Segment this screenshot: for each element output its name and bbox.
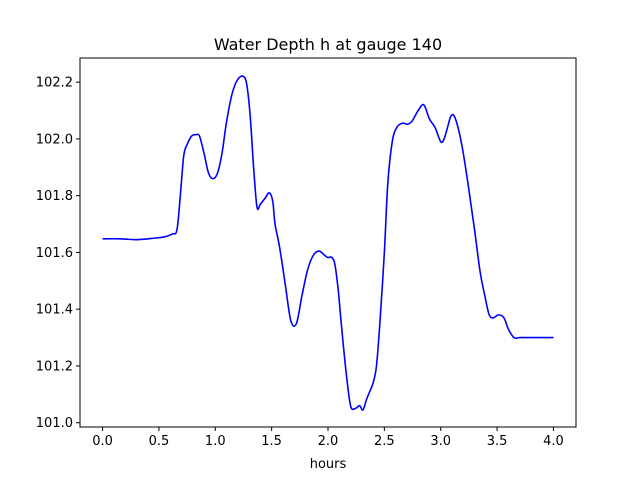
y-tick-label: 102.0: [36, 132, 73, 147]
x-tick-label: 0.5: [149, 434, 170, 449]
y-tick-label: 101.2: [36, 359, 73, 374]
x-tick-label: 3.5: [487, 434, 508, 449]
x-tick-label: 0.0: [92, 434, 113, 449]
x-axis: 0.0 0.5 1.0 1.5 2.0 2.5 3.0 3.5 4.0: [92, 427, 564, 449]
x-tick-label: 2.5: [374, 434, 395, 449]
y-tick-label: 102.2: [36, 76, 73, 91]
series-line-0: [102, 75, 554, 411]
x-axis-label: hours: [310, 457, 347, 472]
y-axis: 101.0 101.2 101.4 101.6 101.8 102.0 102.2: [36, 76, 80, 431]
y-tick-label: 101.0: [36, 416, 73, 431]
x-tick-label: 4.0: [543, 434, 564, 449]
y-tick-label: 101.8: [36, 189, 73, 204]
y-tick-label: 101.6: [36, 246, 73, 261]
y-tick-label: 101.4: [36, 303, 73, 318]
plot-area: [102, 75, 554, 411]
x-tick-label: 1.5: [261, 434, 282, 449]
x-tick-label: 2.0: [318, 434, 339, 449]
axes-frame: [79, 57, 577, 428]
x-tick-label: 3.0: [430, 434, 451, 449]
x-tick-label: 1.0: [205, 434, 226, 449]
chart-title: Water Depth h at gauge 140: [214, 35, 442, 54]
